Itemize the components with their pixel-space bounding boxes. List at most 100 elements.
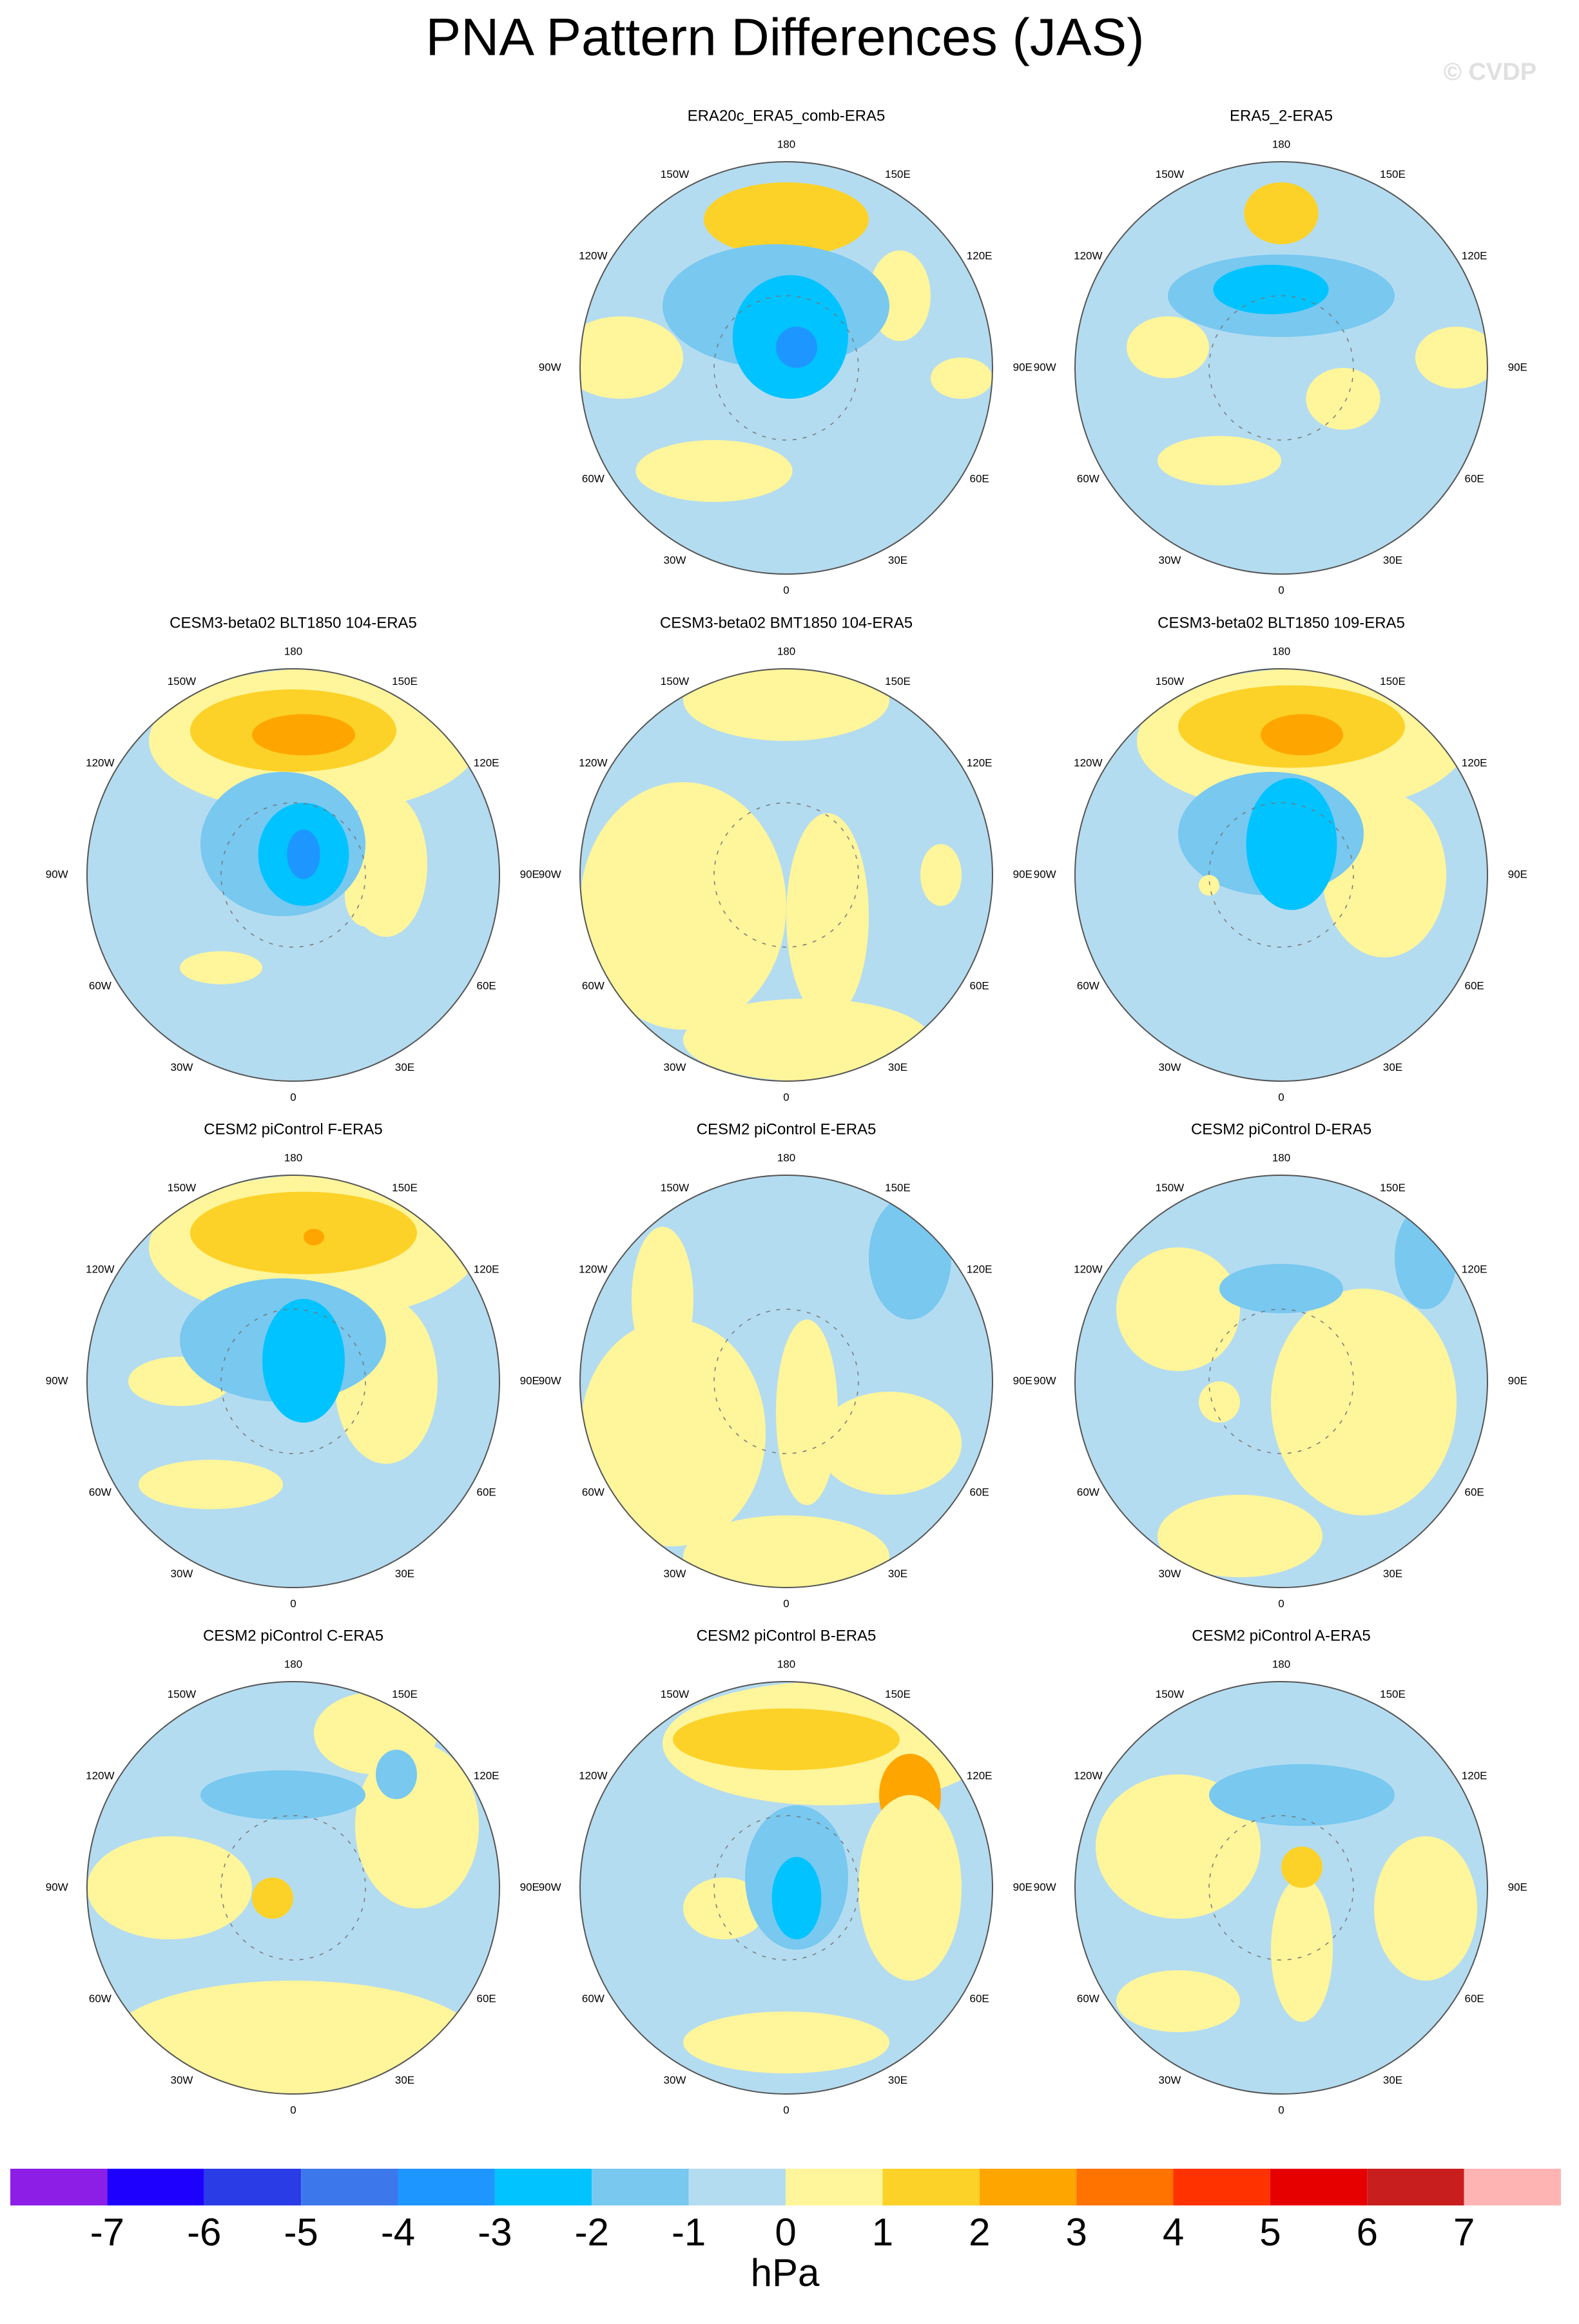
longitude-label: 180: [1272, 1658, 1290, 1670]
longitude-label: 60W: [89, 1992, 111, 2004]
longitude-label: 90W: [539, 361, 561, 373]
field-patch: [1199, 1381, 1240, 1423]
map-field: [87, 1175, 499, 1588]
longitude-label: 150E: [392, 1688, 418, 1700]
longitude-label: 30W: [171, 1061, 193, 1073]
field-patch: [673, 1708, 900, 1771]
longitude-label: 90E: [520, 1881, 539, 1893]
field-patch: [287, 829, 320, 879]
map-field: [1075, 1175, 1487, 1588]
longitude-label: 150W: [1156, 675, 1184, 687]
longitude-label: 180: [1272, 645, 1290, 657]
longitude-label: 120W: [579, 1769, 607, 1781]
map-field: [1075, 669, 1487, 1081]
longitude-label: 120E: [474, 1263, 499, 1275]
latitude-circle: [220, 802, 366, 948]
longitude-label: 90W: [1034, 1374, 1056, 1387]
field-patch: [314, 1692, 438, 1774]
colorbar-box: [882, 2169, 980, 2205]
panel-title: CESM2 piControl A-ERA5: [1192, 1627, 1370, 1644]
longitude-label: 60W: [582, 472, 605, 485]
map-panel: CESM2 piControl B-ERA5 180 150E 120E 90E 60E 3…: [539, 1627, 1032, 2116]
longitude-label: 120W: [579, 756, 607, 769]
panel-title: CESM3-beta02 BLT1850 109-ERA5: [1158, 614, 1405, 631]
longitude-label: 90W: [46, 868, 68, 880]
panel-title: ERA20c_ERA5_comb-ERA5: [688, 107, 886, 124]
longitude-label: 30E: [1383, 554, 1402, 566]
longitude-label: 60E: [970, 472, 989, 485]
field-patch: [180, 951, 262, 984]
colorbar-tick-label: -1: [672, 2211, 706, 2254]
colorbar-tick-label: -3: [478, 2211, 512, 2254]
map-panel: CESM2 piControl F-ERA5 180 150E 120E 90E 60E 3…: [46, 1120, 539, 1609]
longitude-label: 150E: [885, 168, 911, 180]
field-patch: [1127, 316, 1209, 378]
map-field: [87, 669, 499, 1081]
colorbar-tick-label: -5: [284, 2211, 318, 2254]
field-patch: [376, 1749, 417, 1800]
longitude-label: 30W: [171, 2074, 193, 2086]
longitude-label: 60W: [582, 979, 605, 992]
longitude-label: 90E: [1013, 361, 1032, 373]
longitude-label: 0: [1278, 2104, 1284, 2116]
longitude-label: 0: [290, 2104, 296, 2116]
colorbar-box: [1173, 2169, 1270, 2205]
longitude-label: 150E: [1380, 168, 1406, 180]
map-panel: CESM3-beta02 BLT1850 109-ERA5 180 150E 120E…: [1034, 614, 1527, 1103]
longitude-label: 120E: [1462, 756, 1487, 769]
longitude-label: 60W: [1077, 1486, 1099, 1498]
colorbar-box: [1464, 2169, 1561, 2205]
panel-title: CESM2 piControl B-ERA5: [697, 1627, 877, 1644]
longitude-label: 30W: [1159, 554, 1181, 566]
map-panel: CESM2 piControl A-ERA5 180 150E 120E 90E 60E 3…: [1034, 1627, 1527, 2116]
field-patch: [252, 1877, 293, 1919]
field-patch: [580, 316, 683, 399]
longitude-label: 150W: [1156, 1688, 1184, 1700]
field-patch: [920, 844, 962, 906]
longitude-label: 90W: [46, 1374, 68, 1387]
map-border: [1074, 668, 1488, 1082]
longitude-label: 180: [284, 1151, 302, 1164]
field-patch: [580, 1320, 766, 1546]
colorbar-box: [301, 2169, 398, 2205]
field-patch: [1158, 1495, 1322, 1577]
panel-title: CESM2 piControl D-ERA5: [1191, 1120, 1371, 1138]
longitude-label: 180: [777, 1151, 795, 1164]
longitude-label: 30E: [888, 1061, 907, 1073]
latitude-circle: [1208, 1815, 1354, 1961]
longitude-label: 60E: [477, 1486, 496, 1498]
longitude-label: 150W: [661, 675, 689, 687]
field-patch: [1415, 327, 1487, 389]
longitude-label: 90W: [1034, 868, 1056, 880]
longitude-label: 30E: [1383, 1568, 1402, 1580]
field-patch: [1395, 1206, 1457, 1309]
longitude-label: 120E: [967, 1263, 993, 1275]
field-patch: [252, 714, 355, 756]
longitude-label: 180: [1272, 1151, 1290, 1164]
longitude-label: 180: [777, 138, 795, 150]
field-patch: [1271, 1289, 1457, 1515]
map-field: [87, 1682, 499, 2094]
longitude-label: 0: [783, 1597, 789, 1609]
longitude-label: 0: [783, 1091, 789, 1103]
longitude-label: 30E: [888, 554, 907, 566]
map-panel: CESM2 piControl D-ERA5 180 150E 120E 90E 60E 3…: [1034, 1120, 1527, 1609]
longitude-label: 120W: [86, 1769, 114, 1781]
longitude-label: 0: [1278, 1597, 1284, 1609]
longitude-label: 60E: [1465, 1992, 1484, 2004]
colorbar-tick-label: 2: [969, 2211, 990, 2254]
longitude-label: 60W: [1077, 472, 1099, 485]
map-border: [86, 1175, 500, 1588]
field-patch: [1219, 1263, 1343, 1314]
panel-title: CESM3-beta02 BMT1850 104-ERA5: [660, 614, 913, 631]
watermark: © CVDP: [1444, 59, 1536, 86]
longitude-label: 90W: [539, 1374, 561, 1387]
longitude-label: 120E: [967, 249, 993, 262]
longitude-label: 30W: [664, 554, 686, 566]
colorbar-tick-label: -4: [381, 2211, 415, 2254]
longitude-label: 30W: [664, 1568, 686, 1580]
field-patch: [683, 669, 889, 741]
panel-title: CESM2 piControl C-ERA5: [203, 1627, 383, 1644]
longitude-label: 90W: [46, 1881, 68, 1893]
map-panel: CESM3-beta02 BMT1850 104-ERA5 180 150E 120E…: [539, 614, 1032, 1103]
